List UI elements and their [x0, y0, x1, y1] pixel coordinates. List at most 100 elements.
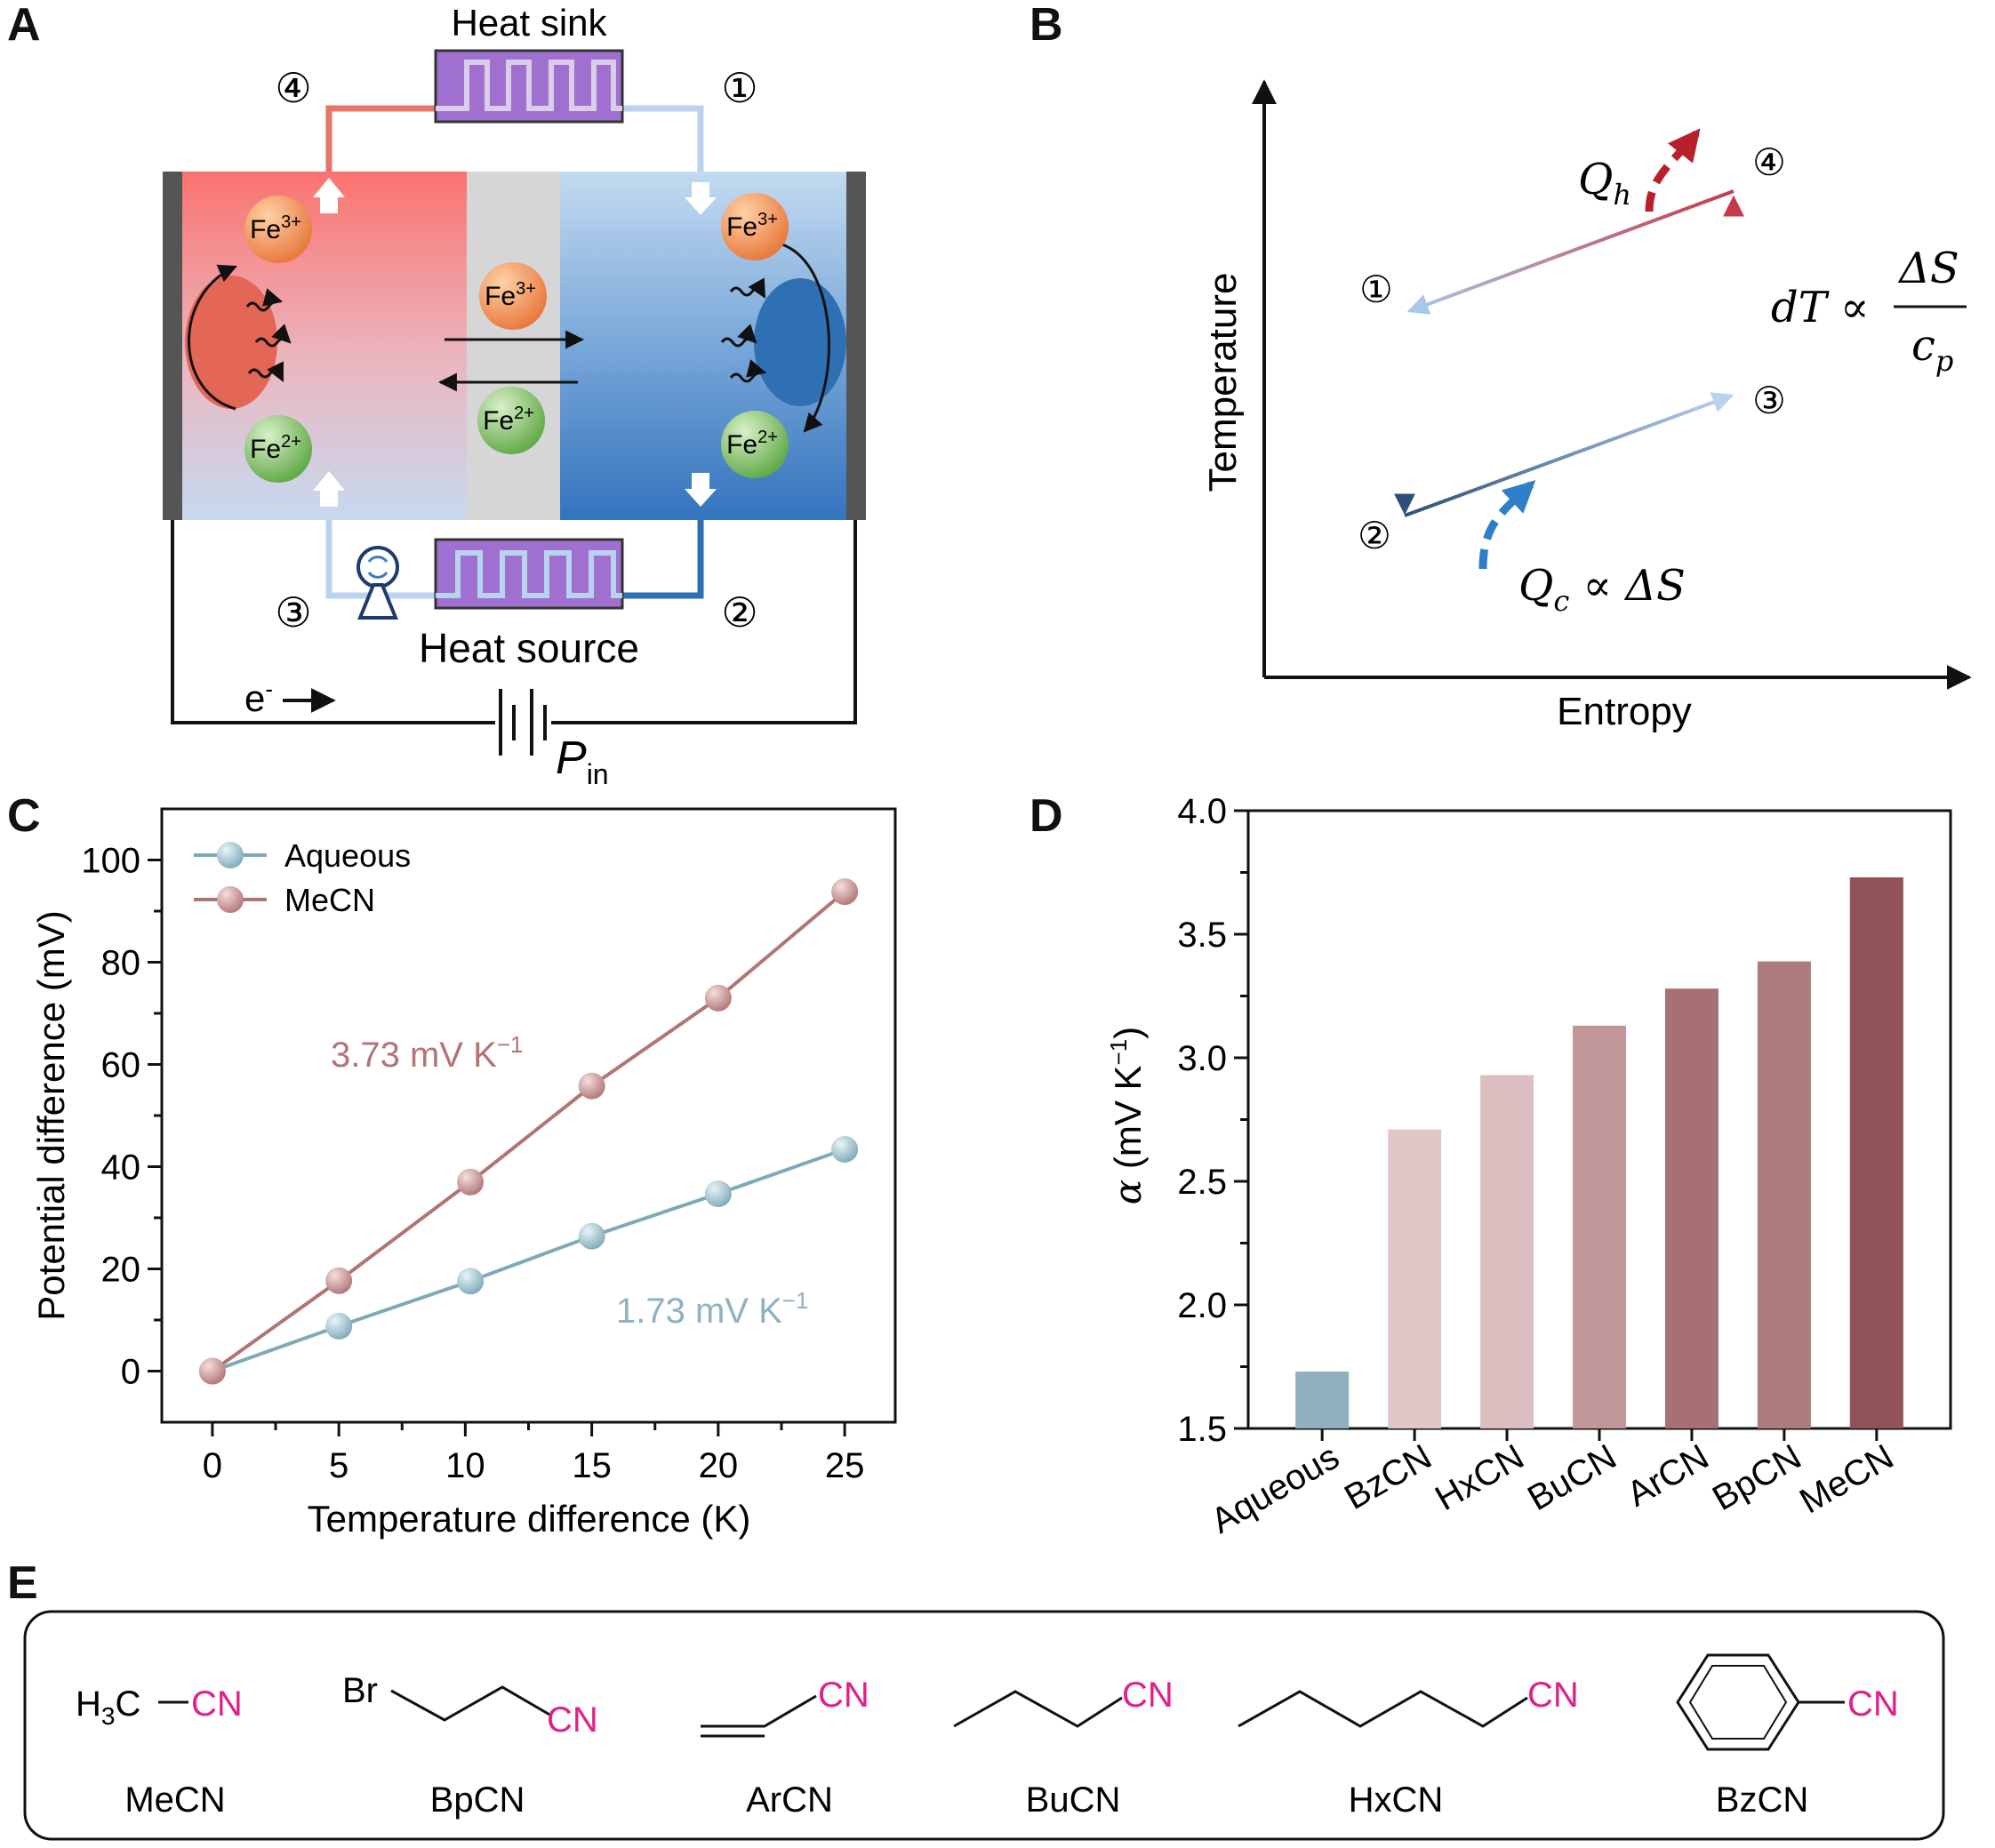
left-electrode — [163, 172, 182, 520]
axes-d: 1.5 2.0 2.5 3.0 3.5 4.0 — [1177, 792, 1879, 1449]
heat-squiggles — [245, 277, 767, 383]
hot-pipe-top — [325, 105, 436, 172]
flow-arrow-down-bottom — [685, 473, 717, 507]
name-bzcn: BzCN — [1716, 1780, 1808, 1820]
structure-bzcn: CN — [1676, 1653, 1899, 1751]
svg-text:Fe3+: Fe3+ — [726, 210, 778, 242]
panel-letter-e: E — [7, 1557, 38, 1609]
x-tick-label-c: 25 — [825, 1446, 865, 1485]
x-axis-label-c: Temperature difference (K) — [308, 1498, 751, 1540]
svg-text:CN: CN — [547, 1700, 598, 1740]
mecn-slope-annotation: 3.73 mV K−1 — [331, 1031, 523, 1075]
state-3-label: ③ — [1752, 380, 1786, 421]
dt-label: dT ∝ — [1771, 283, 1869, 332]
legend-c: Aqueous MeCN — [194, 837, 411, 918]
external-circuit — [171, 520, 857, 724]
legend-marker-mecn — [217, 886, 244, 913]
flow-arrow-up-bottom — [313, 471, 345, 507]
svg-text:CN: CN — [1847, 1684, 1899, 1724]
panel-letter-d: D — [1030, 790, 1063, 842]
svg-text:Fe3+: Fe3+ — [250, 212, 301, 244]
y-axis-label-d: α (mV K−1) — [1105, 1027, 1150, 1204]
data-point-mecn — [198, 1357, 226, 1385]
step-2-label: ② — [721, 589, 757, 636]
entropy-axis-label: Entropy — [1557, 690, 1692, 733]
y-tick-label-d: 3.0 — [1177, 1039, 1227, 1078]
bar-mecn — [1849, 877, 1903, 1428]
y-tick-label-c: 40 — [101, 1148, 141, 1188]
y-axis-label-c: Potential difference (mV) — [30, 910, 72, 1320]
svg-text:CN: CN — [1527, 1676, 1579, 1715]
fe2-ion-center: Fe2+ — [477, 387, 545, 454]
cold-electrode-reaction — [754, 278, 846, 406]
svg-text:H3C: H3C — [76, 1684, 140, 1730]
data-point-aqueous — [704, 1180, 732, 1207]
x-tick-label-c: 10 — [445, 1446, 485, 1485]
dt-numerator: ΔS — [1897, 244, 1959, 293]
flow-arrow-up-top — [313, 178, 345, 213]
data-point-aqueous — [457, 1268, 485, 1295]
svg-text:Fe2+: Fe2+ — [250, 432, 301, 464]
fe2-ion-right: Fe2+ — [721, 411, 789, 478]
structure-hxcn: CN — [1238, 1676, 1579, 1728]
bar-bpcn — [1757, 961, 1811, 1428]
svg-text:CN: CN — [818, 1676, 869, 1715]
heat-sink-label: Heat sink — [451, 2, 607, 44]
data-point-mecn — [457, 1168, 485, 1196]
fe2-ion-left: Fe2+ — [244, 415, 312, 483]
y-tick-label-c: 0 — [121, 1353, 140, 1392]
bar-bucn — [1573, 1025, 1626, 1428]
name-mecn: MeCN — [124, 1780, 225, 1820]
right-electrode — [846, 172, 866, 520]
name-arcn: ArCN — [746, 1780, 833, 1820]
pipe-bottom-right — [622, 520, 704, 599]
bar-hxcn — [1480, 1075, 1534, 1428]
svg-text:Br: Br — [342, 1671, 378, 1710]
bar-arcn — [1664, 988, 1719, 1428]
structures-box — [23, 1610, 1945, 1841]
fe3-ion-center: Fe3+ — [479, 262, 547, 330]
legend-label-mecn: MeCN — [284, 882, 375, 918]
svg-text:CN: CN — [191, 1684, 243, 1724]
category-label-bucn: BuCN — [1521, 1437, 1622, 1518]
y-tick-label-c: 100 — [81, 842, 140, 881]
membrane — [467, 172, 560, 520]
bar-aqueous — [1295, 1372, 1350, 1428]
aqueous-slope-annotation: 1.73 mV K−1 — [616, 1287, 808, 1331]
cold-cycle-arrow — [781, 243, 830, 433]
heat-source-label: Heat source — [419, 625, 639, 671]
x-tick-label-c: 20 — [699, 1446, 739, 1485]
data-point-mecn — [578, 1072, 605, 1100]
category-label-bpcn: BpCN — [1706, 1437, 1807, 1518]
step-1-label: ① — [721, 65, 757, 111]
panel-b: B Entropy Temperature ① ② ③ ④ Qh Qc ∝ ΔS… — [1030, 0, 1972, 733]
state-1-label: ① — [1359, 268, 1393, 310]
category-label-mecn: MeCN — [1793, 1437, 1900, 1522]
data-point-aqueous — [578, 1222, 605, 1250]
series-line-aqueous — [212, 1148, 845, 1373]
name-hxcn: HxCN — [1349, 1780, 1444, 1820]
legend-marker-aqueous — [217, 842, 244, 868]
state-4-label: ④ — [1752, 141, 1786, 183]
axes-c: 0 5 10 15 20 25 0 20 40 60 80 100 — [81, 842, 864, 1486]
pipe-bottom-left — [325, 520, 436, 599]
y-tick-label-c: 20 — [101, 1251, 141, 1290]
data-point-mecn — [704, 984, 732, 1012]
x-tick-label-c: 0 — [203, 1446, 222, 1485]
hot-electrode-reaction — [185, 276, 277, 409]
temperature-axis-label: Temperature — [1201, 272, 1245, 492]
cycle-segment-4-1 — [1406, 189, 1735, 315]
structure-bucn: CN — [953, 1676, 1174, 1728]
y-tick-label-c: 60 — [101, 1046, 141, 1085]
name-bpcn: BpCN — [430, 1780, 525, 1820]
hot-cycle-arrow — [188, 264, 237, 411]
step-4-label: ④ — [275, 65, 311, 111]
flow-arrow-down-top — [685, 182, 717, 215]
bars-d — [1295, 877, 1903, 1428]
category-label-hxcn: HxCN — [1429, 1437, 1530, 1518]
qc-label: Qc ∝ ΔS — [1518, 561, 1686, 618]
series-c — [198, 878, 859, 1385]
legend-label-aqueous: Aqueous — [284, 837, 411, 874]
